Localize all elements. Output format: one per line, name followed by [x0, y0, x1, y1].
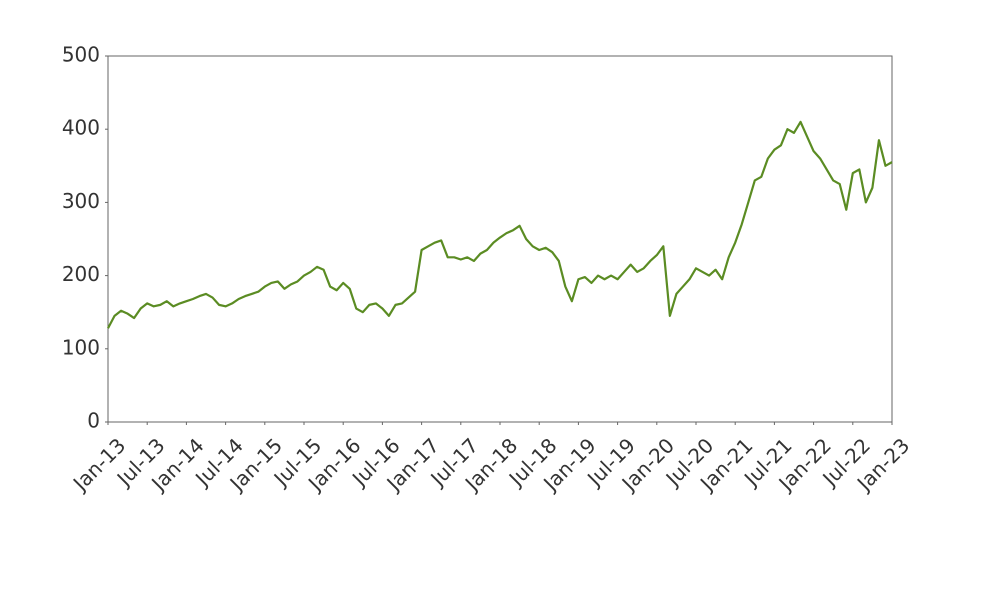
- y-tick-label: 500: [62, 43, 100, 67]
- plot-frame: [107, 55, 893, 423]
- y-tick-label: 200: [62, 262, 100, 286]
- y-tick-label: 300: [62, 189, 100, 213]
- y-tick-label: 0: [87, 409, 100, 433]
- y-tick-label: 400: [62, 116, 100, 140]
- line: [107, 120, 893, 329]
- y-tick-label: 100: [62, 335, 100, 359]
